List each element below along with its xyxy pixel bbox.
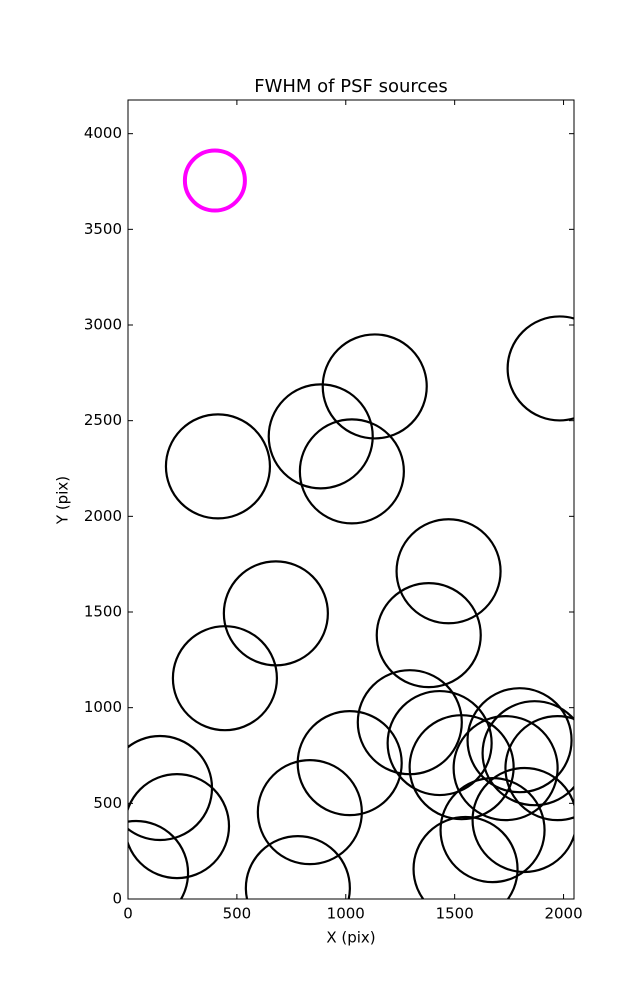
y-tick-label: 2500 <box>84 411 122 429</box>
marker <box>171 625 279 732</box>
x-tick-label: 2000 <box>544 905 582 923</box>
marker <box>452 715 559 822</box>
y-axis-label: Y (pix) <box>54 476 72 525</box>
y-tick-label: 1000 <box>84 698 122 716</box>
marker <box>164 413 272 520</box>
plot-area <box>128 148 574 899</box>
marker <box>408 714 515 821</box>
marker <box>296 710 403 817</box>
marker <box>412 815 519 899</box>
x-tick-label: 0 <box>123 905 133 923</box>
marker <box>256 759 363 866</box>
marker <box>481 700 574 807</box>
marker <box>386 689 493 797</box>
marker <box>182 148 247 213</box>
marker <box>128 773 231 880</box>
y-tick-label: 3500 <box>84 220 122 238</box>
x-tick-label: 1000 <box>327 905 365 923</box>
marker <box>298 418 405 525</box>
y-tick-label: 500 <box>93 794 122 812</box>
y-tick-label: 1500 <box>84 603 122 621</box>
marker <box>321 333 428 440</box>
y-tick-label: 3000 <box>84 316 122 334</box>
x-tick-label: 1500 <box>436 905 474 923</box>
x-axis-label: X (pix) <box>326 929 375 947</box>
axes-frame <box>127 99 575 900</box>
y-tick-label: 2000 <box>84 507 122 525</box>
y-tick-label: 0 <box>112 890 122 908</box>
marker <box>375 582 482 689</box>
marker <box>267 383 374 490</box>
marker <box>395 518 502 625</box>
marker <box>506 315 574 422</box>
x-tick-label: 500 <box>223 905 252 923</box>
marker <box>128 819 190 899</box>
marker <box>466 687 573 794</box>
marker <box>471 766 574 874</box>
marker <box>244 835 351 899</box>
y-tick-label: 4000 <box>84 124 122 142</box>
marker <box>504 715 574 822</box>
chart-title: FWHM of PSF sources <box>254 76 448 97</box>
